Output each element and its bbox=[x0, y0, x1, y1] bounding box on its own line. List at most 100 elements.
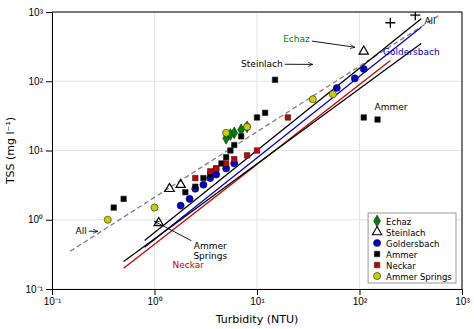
y-axis-tick: 10⁰ bbox=[28, 214, 52, 225]
x-axis-tick-label: 10⁻¹ bbox=[44, 296, 62, 307]
y-axis-tick-label: 10² bbox=[29, 76, 44, 87]
point bbox=[223, 129, 230, 136]
legend-symbol bbox=[374, 239, 381, 246]
x-axis-tick: 10² bbox=[353, 289, 368, 307]
y-axis-tick: 10¹ bbox=[29, 145, 52, 156]
point bbox=[151, 204, 158, 211]
annotation-line: Ammer bbox=[374, 102, 407, 112]
point bbox=[213, 166, 218, 171]
annotation-line: All bbox=[76, 226, 87, 236]
annotation: AmmerSprings bbox=[193, 241, 227, 261]
point-group bbox=[104, 91, 336, 224]
x-axis-line bbox=[53, 290, 463, 296]
x-axis-tick: 10⁻¹ bbox=[44, 289, 62, 307]
legend-label: Ammer Springs bbox=[386, 272, 452, 282]
x-axis-tick-label: 10⁰ bbox=[147, 296, 162, 307]
point bbox=[244, 121, 251, 133]
y-axis-tick: 10³ bbox=[29, 7, 52, 18]
x-axis-tick-mark bbox=[257, 289, 258, 295]
point bbox=[309, 96, 316, 103]
annotation: Goldersbach bbox=[383, 47, 440, 57]
y-axis-title: TSS (mg l⁻¹) bbox=[4, 117, 17, 185]
legend-symbol bbox=[374, 251, 379, 256]
legend-label: Steinlach bbox=[386, 228, 425, 238]
legend-item: Ammer bbox=[374, 250, 417, 260]
point bbox=[359, 46, 368, 54]
annotation-line: Ammer bbox=[194, 241, 227, 251]
point bbox=[165, 183, 174, 191]
point bbox=[329, 91, 336, 98]
chart: 10⁻¹10⁰10¹10²10³10⁻¹10⁰10¹10²10³EchazSte… bbox=[0, 0, 474, 329]
y-axis-tick-label: 10⁻¹ bbox=[26, 284, 44, 295]
annotation-arrow bbox=[155, 221, 192, 240]
annotation-arrow bbox=[89, 231, 98, 232]
annotation: All bbox=[424, 16, 435, 26]
annotation-line: All bbox=[424, 16, 435, 26]
annotation: Neckar bbox=[173, 260, 205, 270]
point bbox=[351, 75, 358, 82]
legend-symbol bbox=[374, 262, 379, 267]
point-group bbox=[111, 77, 380, 210]
point-group bbox=[177, 65, 367, 209]
y-axis-tick: 10⁻¹ bbox=[26, 284, 52, 295]
y-axis-tick-mark bbox=[46, 220, 52, 221]
point bbox=[223, 161, 228, 166]
point-group bbox=[385, 12, 420, 28]
x-axis-tick-label: 10² bbox=[353, 296, 368, 307]
legend-symbol bbox=[374, 215, 381, 227]
y-axis-line bbox=[46, 13, 53, 290]
point bbox=[223, 154, 228, 159]
legend-label: Goldersbach bbox=[386, 239, 439, 249]
annotation-line: Echaz bbox=[283, 34, 310, 44]
annotation: All bbox=[76, 226, 87, 236]
annotation-arrow bbox=[312, 41, 355, 47]
point bbox=[177, 202, 184, 209]
x-axis-tick-mark bbox=[155, 289, 156, 295]
point bbox=[360, 65, 367, 72]
y-axis-tick-mark bbox=[46, 12, 52, 13]
legend-box bbox=[368, 213, 456, 283]
legend-item: Steinlach bbox=[372, 227, 425, 238]
point bbox=[375, 117, 380, 122]
annotation-arrow bbox=[285, 64, 313, 65]
point bbox=[200, 181, 207, 188]
x-grid-line bbox=[462, 12, 463, 289]
point bbox=[201, 175, 206, 180]
point bbox=[285, 115, 290, 120]
x-axis-title: Turbidity (NTU) bbox=[215, 313, 299, 326]
point bbox=[385, 18, 395, 28]
point bbox=[232, 142, 237, 147]
plot: 10⁻¹10⁰10¹10²10³10⁻¹10⁰10¹10²10³EchazSte… bbox=[26, 7, 471, 307]
point bbox=[272, 77, 277, 82]
legend-item: Neckar bbox=[374, 261, 416, 271]
point bbox=[186, 195, 193, 202]
legend-label: Ammer bbox=[386, 250, 418, 260]
x-axis-tick-label: 10¹ bbox=[250, 296, 265, 307]
x-axis-tick-mark bbox=[462, 289, 463, 295]
y-axis-tick-label: 10³ bbox=[29, 7, 44, 18]
grid bbox=[52, 12, 462, 289]
point bbox=[254, 148, 259, 153]
legend-label: Neckar bbox=[386, 261, 416, 271]
point-group bbox=[154, 46, 368, 226]
legend-item: Ammer Springs bbox=[374, 272, 453, 282]
x-axis-tick: 10¹ bbox=[250, 289, 265, 307]
y-axis-tick-mark bbox=[46, 289, 52, 290]
point bbox=[193, 184, 198, 189]
point bbox=[243, 123, 250, 130]
point-group bbox=[223, 121, 251, 144]
point bbox=[183, 189, 188, 194]
legend-item: Goldersbach bbox=[374, 239, 440, 249]
y-axis-tick: 10² bbox=[29, 76, 52, 87]
legend-item: Echaz bbox=[374, 215, 412, 227]
annotation: Ammer bbox=[374, 102, 407, 112]
point bbox=[213, 171, 220, 178]
point bbox=[213, 166, 218, 171]
point bbox=[333, 84, 340, 91]
frame-right bbox=[462, 12, 463, 289]
point bbox=[262, 110, 267, 115]
point bbox=[228, 148, 233, 153]
y-grid-line bbox=[52, 81, 462, 82]
y-grid-line bbox=[52, 12, 462, 13]
point bbox=[231, 127, 238, 139]
